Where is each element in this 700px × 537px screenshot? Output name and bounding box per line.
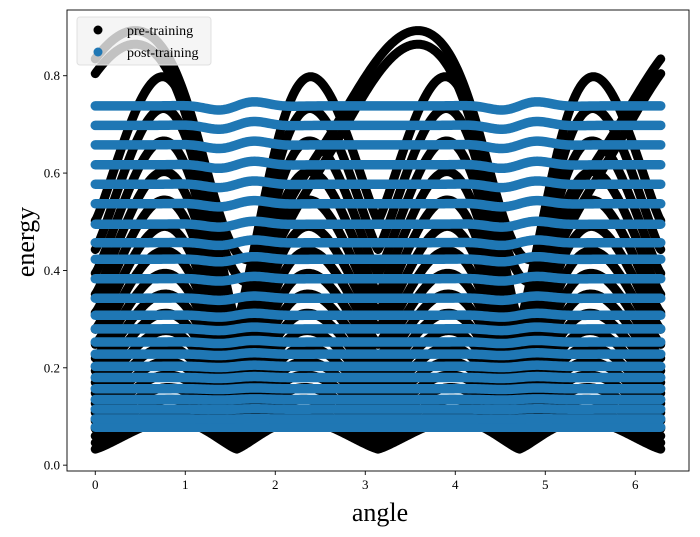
post-training-band — [90, 371, 666, 384]
x-tick-label: 4 — [452, 477, 459, 492]
post-training-band — [90, 271, 666, 286]
post-training-band — [90, 308, 666, 322]
y-axis-label: energy — [11, 207, 40, 277]
post-training-band — [90, 97, 666, 115]
y-tick-label: 0.2 — [44, 360, 60, 375]
x-tick-label: 2 — [272, 477, 279, 492]
x-tick-label: 3 — [362, 477, 369, 492]
post-training-band — [90, 383, 666, 395]
post-training-band — [90, 176, 666, 193]
post-training-band — [90, 394, 666, 405]
post-training-band — [90, 404, 666, 415]
y-tick-label: 0.4 — [44, 263, 61, 278]
x-tick-label: 0 — [92, 477, 99, 492]
pre-training-band — [90, 394, 666, 447]
legend-label-post-training: post-training — [127, 46, 199, 61]
x-tick-label: 1 — [182, 477, 189, 492]
post-training-band — [90, 136, 666, 154]
post-training-band — [90, 235, 666, 251]
y-tick-label: 0.6 — [44, 166, 61, 181]
post-training-band — [90, 360, 666, 373]
x-tick-label: 6 — [632, 477, 639, 492]
post-training-band — [90, 216, 666, 232]
post-training-band — [90, 322, 666, 336]
series-post-training — [90, 97, 666, 432]
x-axis-label: angle — [352, 498, 408, 527]
y-tick-label: 0.0 — [44, 458, 60, 473]
legend-box — [76, 16, 212, 66]
y-axis-ticks: 0.0 0.2 0.4 0.6 0.8 — [44, 68, 67, 473]
plot-frame — [66, 9, 690, 472]
legend-marker-pre-training — [93, 25, 103, 35]
pre-training-band — [90, 136, 666, 359]
post-training-band — [90, 348, 666, 361]
legend: pre-training post-training — [76, 16, 212, 66]
x-axis-ticks: 0 1 2 3 4 5 6 — [92, 471, 639, 492]
post-training-band — [90, 251, 666, 267]
post-training-band — [90, 195, 666, 212]
legend-label-pre-training: pre-training — [127, 24, 193, 39]
legend-marker-post-training — [93, 47, 103, 57]
post-training-band — [90, 156, 666, 174]
post-training-band — [90, 335, 666, 349]
post-training-band — [90, 291, 666, 306]
post-training-band — [90, 116, 666, 134]
y-tick-label: 0.8 — [44, 68, 60, 83]
x-tick-label: 5 — [542, 477, 549, 492]
